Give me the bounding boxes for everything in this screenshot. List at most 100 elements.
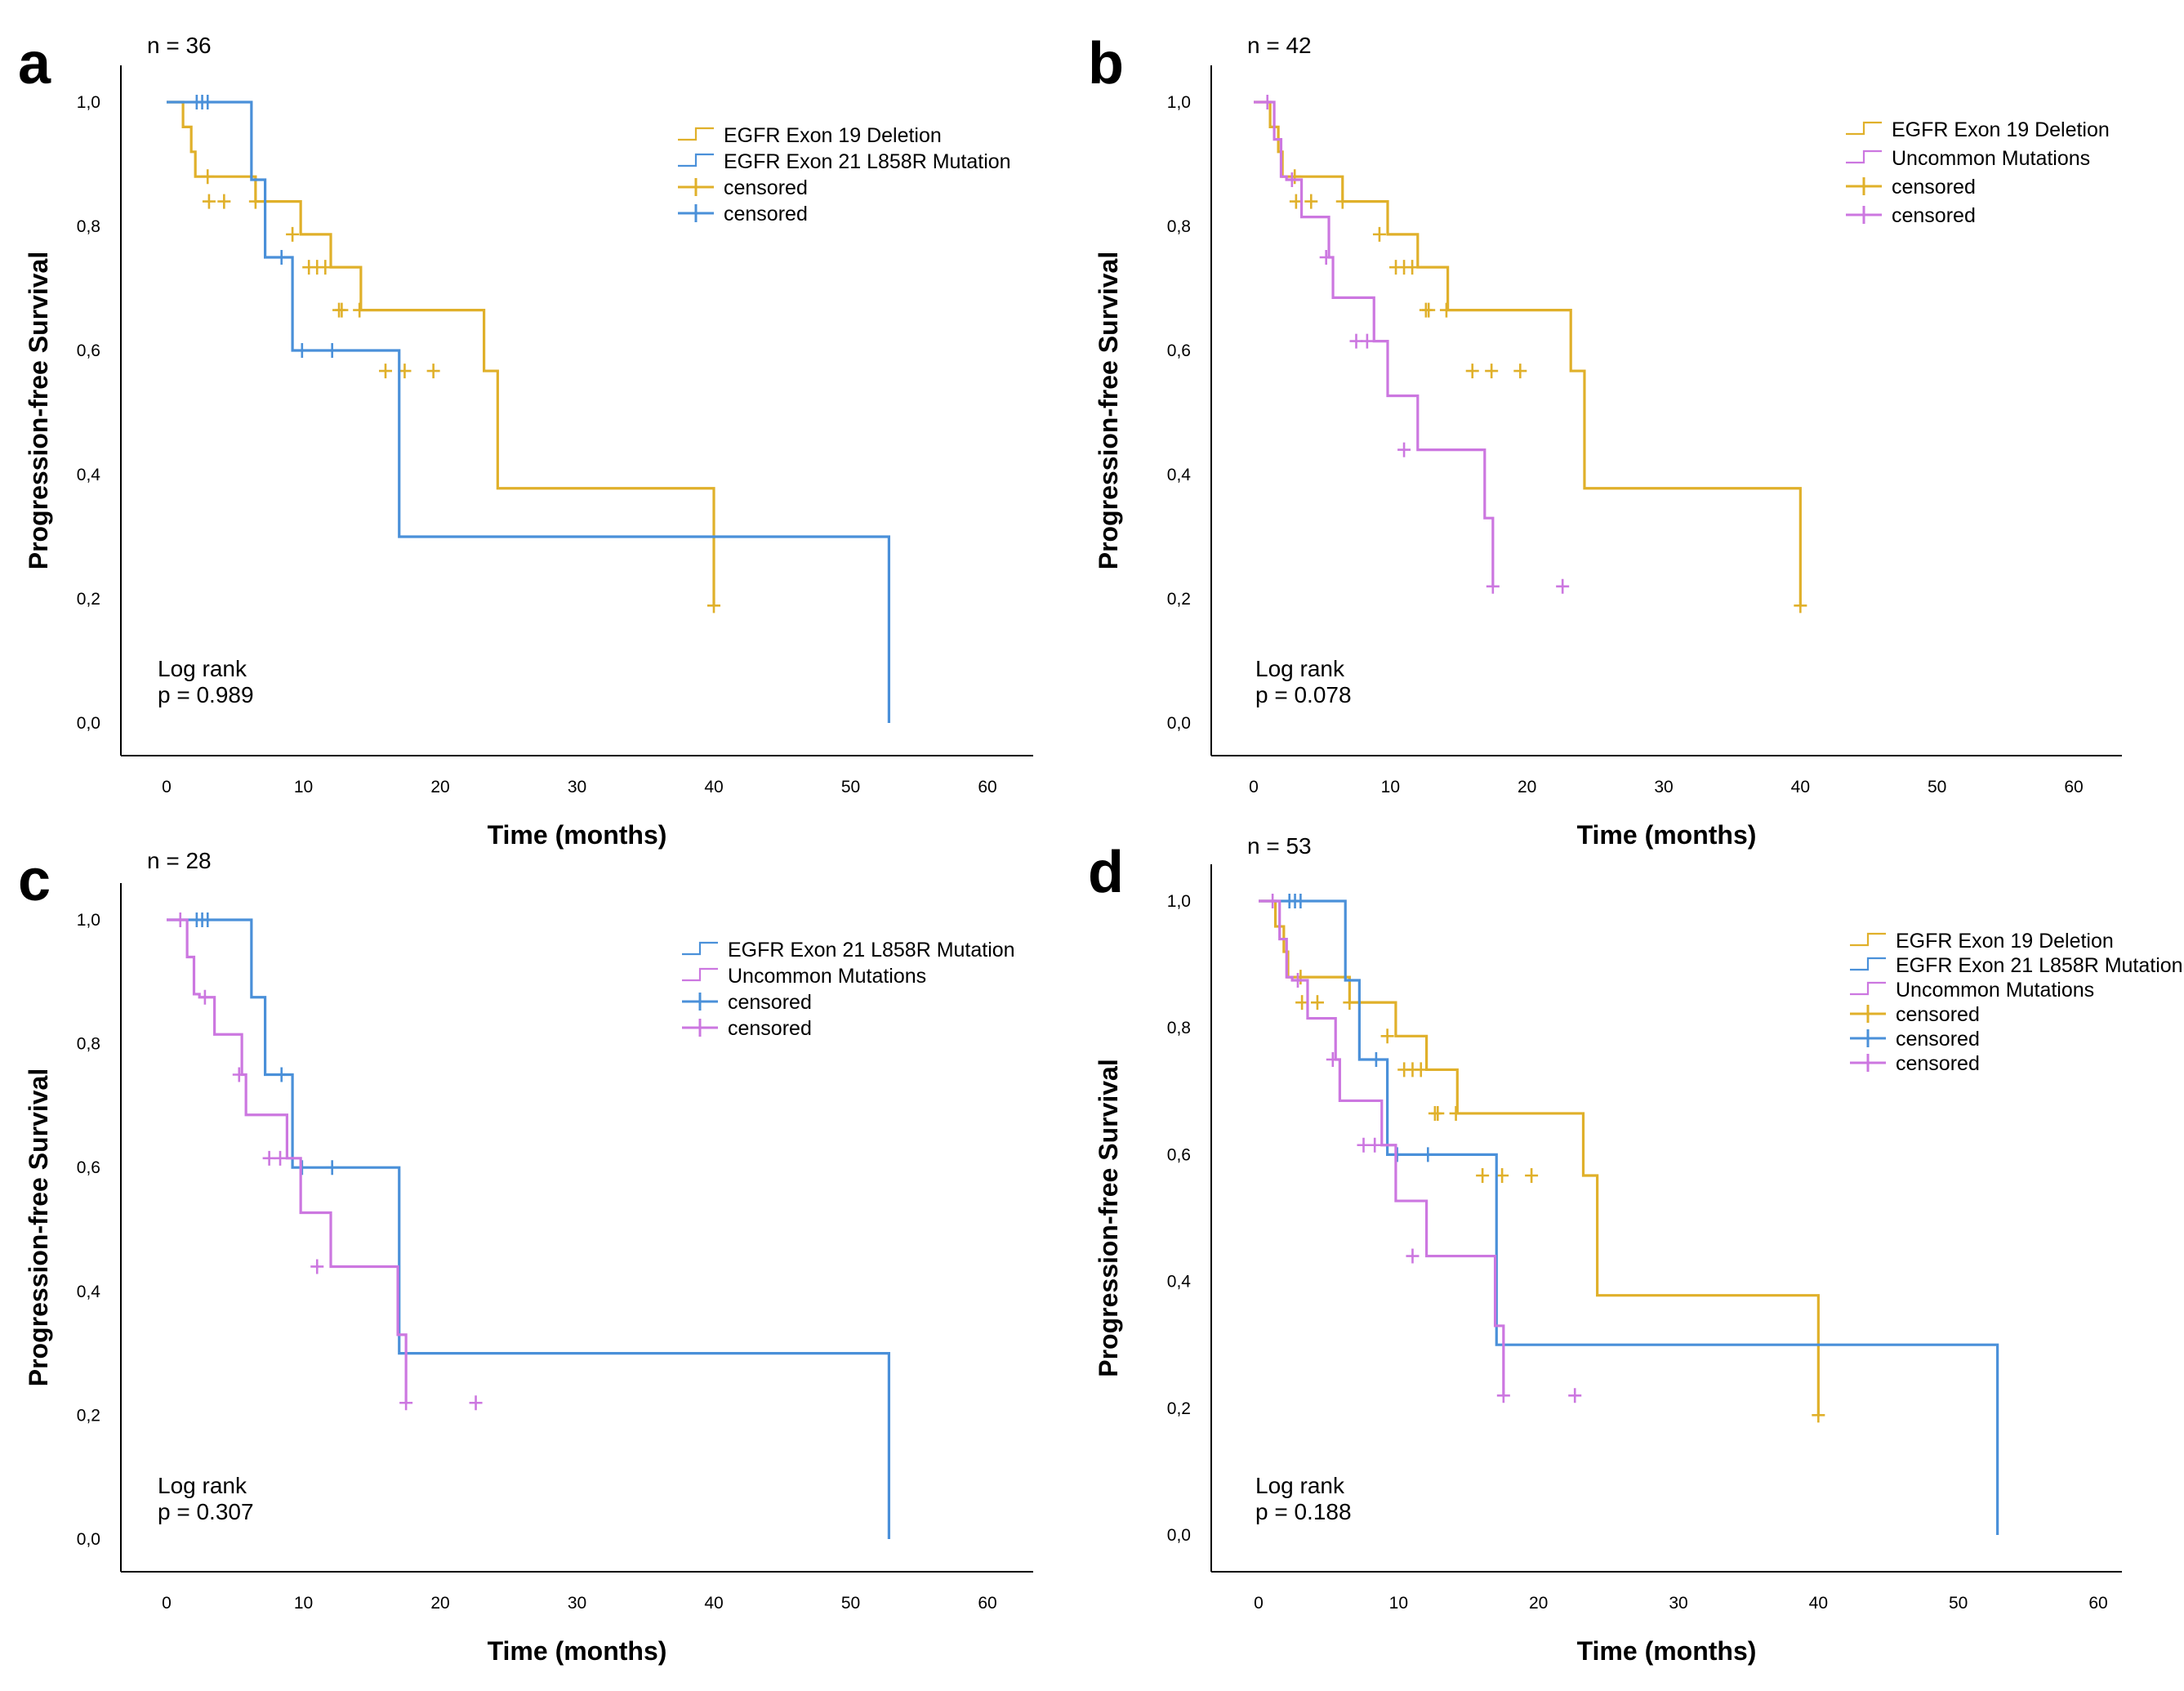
panel-a: a n = 36 0,0 0,2 0,4 0,6 0,8 1,0 0 10 20 30 40 50 60 Ti… bbox=[18, 31, 1033, 850]
censor-mark bbox=[1372, 226, 1386, 242]
log-rank-label: Log rank bbox=[158, 1473, 247, 1498]
x-tick-label: 50 bbox=[1949, 1594, 1968, 1613]
p-value-label: p = 0.307 bbox=[158, 1499, 254, 1524]
x-tick-label: 30 bbox=[568, 1594, 586, 1613]
x-tick-label: 0 bbox=[162, 1594, 172, 1613]
censor-mark bbox=[1266, 894, 1280, 908]
x-tick-label: 20 bbox=[430, 1594, 449, 1613]
legend-censor-swatch bbox=[682, 993, 718, 1011]
panel-letter: a bbox=[18, 31, 51, 96]
x-tick-label: 30 bbox=[1654, 778, 1673, 796]
y-tick-label: 0,2 bbox=[1167, 590, 1191, 609]
x-tick-label: 30 bbox=[568, 778, 586, 796]
x-tick-label: 10 bbox=[1381, 778, 1400, 796]
censor-mark bbox=[1288, 169, 1302, 185]
y-tick-label: 0,6 bbox=[77, 341, 100, 360]
x-tick-label: 20 bbox=[430, 778, 449, 796]
survival-curve-egfr-exon-21-l858r-mutation bbox=[167, 918, 890, 1539]
legend-line-swatch bbox=[1850, 932, 1886, 947]
x-tick-label: 60 bbox=[2088, 1594, 2107, 1613]
censor-mark bbox=[325, 1160, 339, 1176]
censor-mark bbox=[1406, 1248, 1420, 1264]
censor-mark bbox=[1486, 578, 1500, 594]
x-axis-title: Time (months) bbox=[488, 820, 667, 850]
censor-mark bbox=[1513, 364, 1527, 379]
legend-label: censored bbox=[1896, 1052, 1980, 1075]
censor-mark bbox=[201, 912, 215, 927]
x-tick-label: 0 bbox=[1254, 1594, 1264, 1613]
legend-line-swatch bbox=[682, 967, 718, 982]
legend-label: censored bbox=[1892, 204, 1976, 227]
legend-line-swatch bbox=[678, 127, 714, 141]
legend-label: EGFR Exon 19 Deletion bbox=[724, 124, 942, 147]
legend-label: EGFR Exon 21 L858R Mutation bbox=[728, 939, 1015, 962]
y-tick-label: 0,0 bbox=[77, 1530, 100, 1549]
censor-mark bbox=[1290, 973, 1304, 988]
y-tick-label: 1,0 bbox=[77, 93, 100, 112]
censor-mark bbox=[310, 1259, 324, 1274]
censor-mark bbox=[198, 989, 212, 1005]
panel-letter: b bbox=[1088, 31, 1124, 96]
censor-mark bbox=[1422, 302, 1436, 318]
panel-c: c n = 28 0,0 0,2 0,4 0,6 0,8 1,0 0 10 20 30 40 50 60 Ti… bbox=[18, 848, 1033, 1666]
survival-curve-egfr-exon-19-deletion bbox=[1259, 899, 1820, 1416]
y-tick-label: 0,4 bbox=[1167, 466, 1192, 484]
x-tick-label: 50 bbox=[841, 1594, 860, 1613]
y-tick-label: 0,4 bbox=[1167, 1273, 1192, 1292]
censor-mark bbox=[319, 260, 332, 275]
x-tick-label: 40 bbox=[1809, 1594, 1828, 1613]
censor-mark bbox=[1304, 194, 1318, 209]
y-tick-label: 0,2 bbox=[1167, 1399, 1191, 1418]
y-tick-label: 0,6 bbox=[1167, 341, 1191, 360]
censor-mark bbox=[295, 1160, 309, 1176]
censor-mark bbox=[202, 194, 216, 209]
legend-label: Uncommon Mutations bbox=[728, 965, 926, 988]
censor-mark bbox=[1368, 1137, 1382, 1153]
censor-mark bbox=[201, 169, 215, 185]
sample-size-label: n = 36 bbox=[147, 33, 212, 58]
censor-mark bbox=[262, 1150, 276, 1166]
x-axis-title: Time (months) bbox=[488, 1636, 667, 1666]
censor-mark bbox=[1414, 1062, 1428, 1078]
legend-label: censored bbox=[728, 1017, 812, 1040]
y-tick-label: 0,8 bbox=[77, 1035, 100, 1054]
x-tick-label: 10 bbox=[294, 778, 313, 796]
legend-censor-swatch bbox=[678, 178, 714, 196]
legend-censor-swatch bbox=[1846, 206, 1882, 224]
censor-mark bbox=[173, 912, 187, 927]
censor-mark bbox=[707, 598, 720, 613]
x-tick-label: 10 bbox=[1389, 1594, 1408, 1613]
censor-mark bbox=[1406, 260, 1420, 275]
y-tick-label: 0,8 bbox=[1167, 217, 1191, 236]
legend-censor-swatch bbox=[1850, 1029, 1886, 1047]
censor-mark bbox=[1794, 598, 1807, 613]
censor-mark bbox=[274, 1150, 287, 1166]
x-axis-title: Time (months) bbox=[1577, 820, 1757, 850]
x-tick-label: 0 bbox=[1249, 778, 1259, 796]
p-value-label: p = 0.188 bbox=[1255, 1499, 1352, 1524]
censor-mark bbox=[1476, 1168, 1490, 1184]
x-tick-label: 50 bbox=[1928, 778, 1946, 796]
legend-line-swatch bbox=[678, 153, 714, 167]
censor-mark bbox=[1556, 578, 1570, 594]
censor-mark bbox=[1294, 970, 1308, 985]
censor-mark bbox=[1319, 250, 1333, 265]
y-tick-label: 0,6 bbox=[1167, 1145, 1191, 1164]
x-tick-label: 0 bbox=[162, 778, 172, 796]
censor-mark bbox=[426, 364, 440, 379]
censor-mark bbox=[1525, 1168, 1539, 1184]
censor-mark bbox=[1465, 364, 1479, 379]
censor-mark bbox=[335, 302, 349, 318]
censor-mark bbox=[1397, 442, 1411, 457]
sample-size-label: n = 42 bbox=[1247, 33, 1312, 58]
censor-mark bbox=[353, 302, 367, 318]
censor-mark bbox=[1390, 1147, 1404, 1162]
p-value-label: p = 0.078 bbox=[1255, 682, 1352, 707]
x-tick-label: 60 bbox=[2064, 778, 2083, 796]
legend-label: censored bbox=[724, 203, 808, 225]
x-tick-label: 40 bbox=[704, 778, 723, 796]
x-axis-title: Time (months) bbox=[1577, 1636, 1757, 1666]
panel-letter: d bbox=[1088, 840, 1124, 905]
log-rank-label: Log rank bbox=[1255, 656, 1345, 681]
censor-mark bbox=[248, 194, 262, 209]
